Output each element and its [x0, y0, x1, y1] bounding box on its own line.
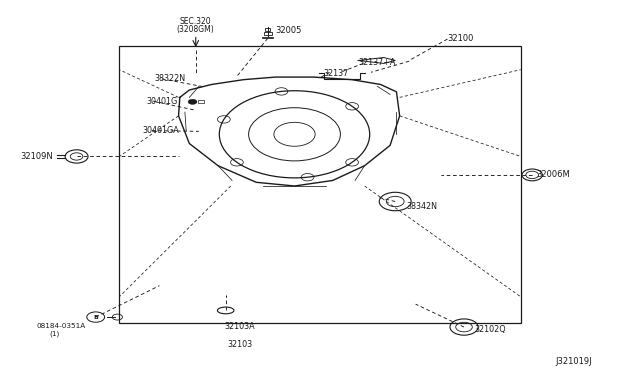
Circle shape: [188, 99, 197, 105]
Text: 32137: 32137: [323, 69, 348, 78]
Text: (1): (1): [49, 330, 60, 337]
Text: 32103A: 32103A: [225, 322, 255, 331]
Text: 32109N: 32109N: [20, 152, 53, 161]
Text: 38322N: 38322N: [154, 74, 186, 83]
Text: B: B: [93, 315, 98, 320]
Bar: [264, 32, 271, 35]
Text: 08184-0351A: 08184-0351A: [36, 323, 86, 329]
Bar: [262, 36, 273, 38]
Bar: [265, 28, 270, 31]
Text: 32103: 32103: [228, 340, 253, 349]
Text: 30401G: 30401G: [147, 97, 178, 106]
Bar: [198, 100, 204, 103]
Text: 38342N: 38342N: [406, 202, 437, 211]
Text: 32137+A: 32137+A: [358, 58, 396, 67]
Text: 32100: 32100: [447, 34, 474, 43]
Bar: [119, 46, 521, 323]
Text: 32006M: 32006M: [537, 170, 570, 179]
Text: 30401GA: 30401GA: [143, 126, 180, 135]
Text: 32005: 32005: [275, 26, 302, 35]
Text: 32102Q: 32102Q: [474, 326, 506, 334]
Text: J321019J: J321019J: [556, 357, 593, 366]
Text: SEC.320: SEC.320: [180, 17, 212, 26]
Text: (3208GM): (3208GM): [177, 25, 214, 33]
